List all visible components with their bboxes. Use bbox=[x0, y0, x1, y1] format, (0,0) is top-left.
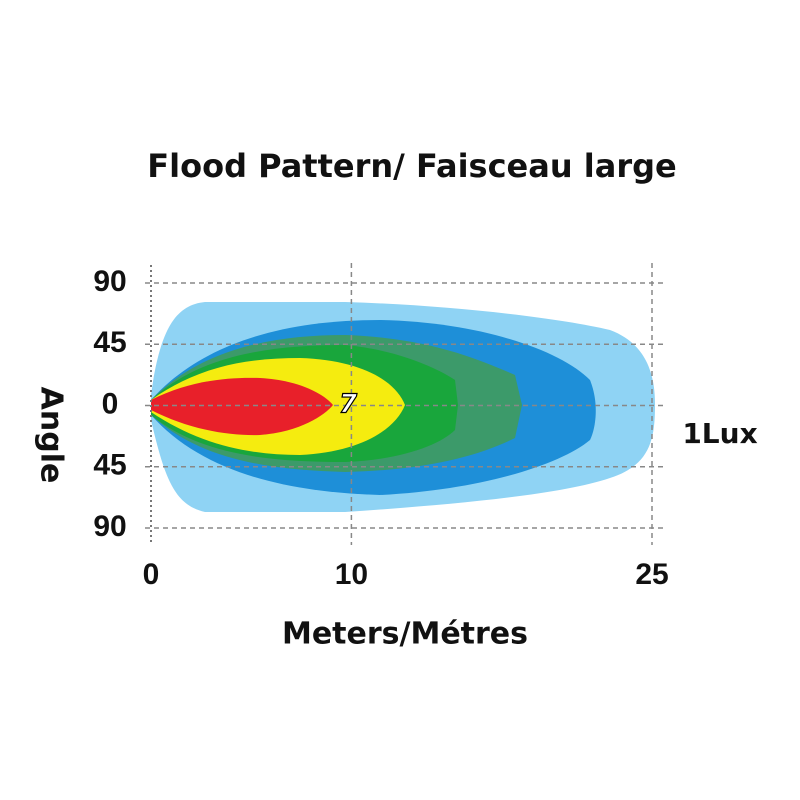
y-tick-label: 90 bbox=[93, 265, 126, 298]
annotation: 7 bbox=[339, 390, 358, 420]
x-axis-label: Meters/Métres bbox=[282, 617, 528, 652]
x-tick-label: 0 bbox=[143, 558, 160, 591]
x-tick-label: 25 bbox=[635, 558, 668, 591]
chart-title: Flood Pattern/ Faisceau large bbox=[147, 147, 676, 185]
y-tick-label: 45 bbox=[93, 449, 126, 482]
y-tick-label: 45 bbox=[93, 326, 126, 359]
y-tick-label: 90 bbox=[93, 510, 126, 543]
y-tick-label: 0 bbox=[102, 387, 119, 420]
beam-pattern bbox=[151, 302, 655, 512]
annotation: 1Lux bbox=[682, 417, 757, 450]
y-axis-label: Angle bbox=[34, 387, 69, 484]
zone-red bbox=[151, 377, 333, 436]
x-tick-label: 10 bbox=[335, 558, 368, 591]
